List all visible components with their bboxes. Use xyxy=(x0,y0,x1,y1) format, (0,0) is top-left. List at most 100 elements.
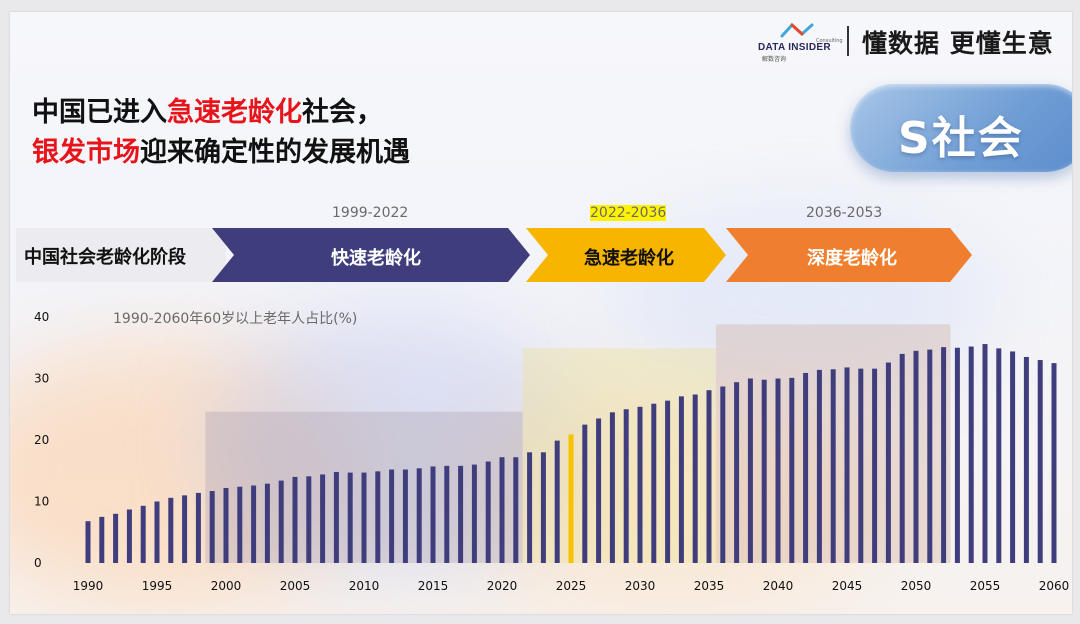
bar-2037 xyxy=(734,382,740,563)
x-tick-label: 2025 xyxy=(556,579,587,593)
bar-1994 xyxy=(140,505,146,563)
bar-2003 xyxy=(264,483,270,563)
bar-2029 xyxy=(623,409,629,563)
bar-2046 xyxy=(858,368,864,563)
bar-1993 xyxy=(126,509,132,563)
bar-2054 xyxy=(968,346,974,563)
bar-2026 xyxy=(582,424,588,563)
s-society-badge-label: S社会 xyxy=(898,113,1024,164)
stage-period-3: 2036-2053 xyxy=(806,205,883,221)
y-tick-label: 40 xyxy=(34,310,49,324)
bar-1998 xyxy=(195,492,201,563)
y-tick-label: 0 xyxy=(34,556,42,570)
bar-2021 xyxy=(513,457,519,563)
logo-divider xyxy=(847,26,849,56)
stage-arrow-accelerated-label: 急速老龄化 xyxy=(584,248,674,269)
logo: Consulting DATA INSIDER 解数咨询 xyxy=(758,22,848,63)
y-tick-label: 10 xyxy=(34,495,49,509)
x-tick-label: 2005 xyxy=(280,579,311,593)
bar-2011 xyxy=(375,471,381,563)
logo-mark-icon xyxy=(780,22,814,38)
bar-2050 xyxy=(913,350,919,563)
bar-2051 xyxy=(927,349,933,563)
bar-2033 xyxy=(678,396,684,563)
headline-line1-suffix: 社会， xyxy=(302,97,383,128)
stage-arrow-accelerated: 急速老龄化 xyxy=(526,228,726,282)
bar-2018 xyxy=(471,464,477,563)
bar-2020 xyxy=(499,457,505,563)
aging-ratio-chart: 0 10 2030 40 1990 1995 2000 2005 2010 2015 2020 20… xyxy=(34,310,1070,593)
bar-1990 xyxy=(85,521,91,563)
bar-2042 xyxy=(803,372,809,563)
logo-tag: Consulting xyxy=(816,38,843,44)
x-tick-label: 1990 xyxy=(73,579,104,593)
bar-2041 xyxy=(789,377,795,563)
x-tick-label: 2015 xyxy=(418,579,449,593)
bar-2052 xyxy=(941,347,947,563)
bar-2012 xyxy=(389,469,395,563)
stage-arrow-rapid: 快速老龄化 xyxy=(212,228,530,282)
x-tick-label: 2010 xyxy=(349,579,380,593)
bar-2040 xyxy=(775,378,781,563)
headline-line1-prefix: 中国已进入 xyxy=(32,97,167,128)
bar-2006 xyxy=(306,476,312,563)
bar-1996 xyxy=(168,497,174,563)
bar-2005 xyxy=(292,476,298,563)
bar-1991 xyxy=(99,516,105,563)
x-tick-label: 2060 xyxy=(1039,579,1070,593)
bar-2024 xyxy=(554,440,560,563)
stage-label: 中国社会老龄化阶段 xyxy=(16,228,226,282)
x-tick-label: 1995 xyxy=(142,579,173,593)
slide: Consulting DATA INSIDER 解数咨询 懂数据 更懂生意 中国… xyxy=(10,12,1072,614)
bar-2030 xyxy=(637,406,643,563)
bar-2047 xyxy=(872,368,878,563)
bar-highlight-2025 xyxy=(568,434,574,563)
x-tick-label: 2035 xyxy=(694,579,725,593)
bar-2014 xyxy=(416,468,422,563)
slogan: 懂数据 更懂生意 xyxy=(862,29,1054,58)
x-tick-label: 2050 xyxy=(901,579,932,593)
bar-2019 xyxy=(485,461,491,563)
headline-line2-highlight: 银发市场 xyxy=(32,137,140,168)
x-tick-label: 2000 xyxy=(211,579,242,593)
bar-2009 xyxy=(347,472,353,563)
bar-2015 xyxy=(430,466,436,563)
bar-2058 xyxy=(1023,356,1029,563)
headline-line2-suffix: 迎来确定性的发展机遇 xyxy=(140,137,410,168)
bar-2045 xyxy=(844,367,850,563)
y-tick-label: 30 xyxy=(34,372,49,386)
bar-2032 xyxy=(665,400,671,563)
bar-2013 xyxy=(402,469,408,563)
bar-1999 xyxy=(209,491,215,563)
stage-shade-2 xyxy=(522,348,716,563)
x-tick-label: 2030 xyxy=(625,579,656,593)
stage-label-text: 中国社会老龄化阶段 xyxy=(24,247,186,268)
bar-2023 xyxy=(540,452,546,563)
stage-period-1: 1999-2022 xyxy=(332,205,409,221)
stage-arrow-rapid-label: 快速老龄化 xyxy=(331,248,421,269)
bar-2043 xyxy=(816,369,822,563)
bar-2039 xyxy=(761,379,767,563)
bar-2060 xyxy=(1051,363,1057,563)
bar-2048 xyxy=(885,362,891,563)
bar-2002 xyxy=(251,485,257,563)
headline-line2: 银发市场迎来确定性的发展机遇 xyxy=(32,130,410,169)
s-society-badge: S社会 xyxy=(850,84,1072,172)
stage-arrow-deep: 深度老龄化 xyxy=(726,228,972,282)
x-tick-label: 2020 xyxy=(487,579,518,593)
bar-2008 xyxy=(333,471,339,563)
bar-2007 xyxy=(320,474,326,563)
logo-text: DATA INSIDER xyxy=(758,42,831,53)
x-tick-label: 2045 xyxy=(832,579,863,593)
bar-2004 xyxy=(278,480,284,563)
bar-2028 xyxy=(609,412,615,563)
bar-2059 xyxy=(1037,360,1043,563)
bar-2057 xyxy=(1010,351,1016,563)
x-tick-label: 2055 xyxy=(970,579,1001,593)
bar-2031 xyxy=(651,403,657,563)
headline-line1-highlight: 急速老龄化 xyxy=(167,97,302,128)
bar-2022 xyxy=(527,452,533,563)
bar-2034 xyxy=(692,394,698,563)
bar-2000 xyxy=(223,487,229,563)
bar-2017 xyxy=(458,465,464,563)
